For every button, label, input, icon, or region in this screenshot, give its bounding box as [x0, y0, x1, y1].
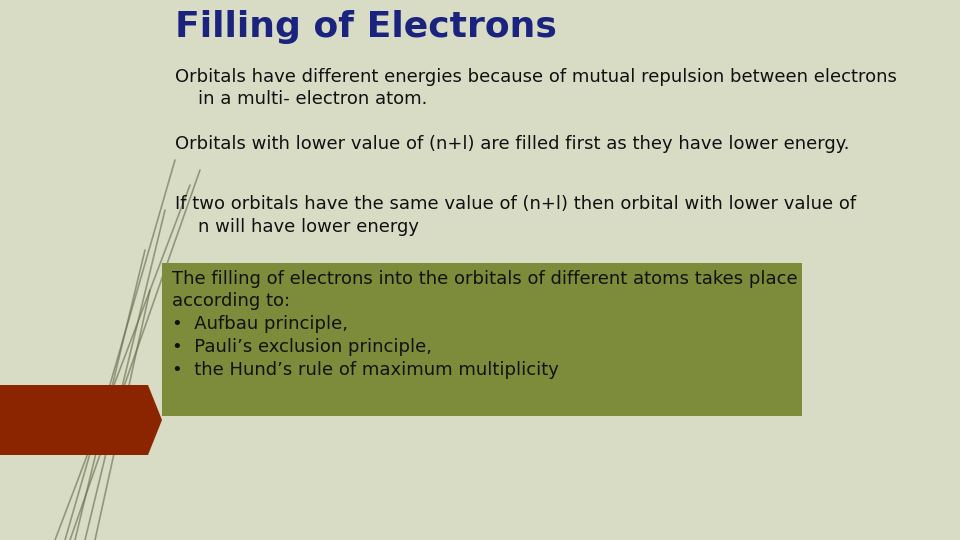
Bar — [162, 263, 802, 416]
Text: Orbitals with lower value of (n+l) are filled first as they have lower energy.: Orbitals with lower value of (n+l) are f… — [175, 135, 850, 153]
Text: Orbitals have different energies because of mutual repulsion between electrons: Orbitals have different energies because… — [175, 68, 897, 86]
Polygon shape — [0, 385, 162, 455]
Text: •  the Hund’s rule of maximum multiplicity: • the Hund’s rule of maximum multiplicit… — [172, 361, 559, 379]
Text: in a multi- electron atom.: in a multi- electron atom. — [175, 90, 427, 108]
Text: •  Aufbau principle,: • Aufbau principle, — [172, 315, 348, 333]
Text: Filling of Electrons: Filling of Electrons — [175, 10, 557, 44]
Text: •  Pauli’s exclusion principle,: • Pauli’s exclusion principle, — [172, 338, 432, 356]
Text: n will have lower energy: n will have lower energy — [175, 218, 419, 236]
Text: The filling of electrons into the orbitals of different atoms takes place: The filling of electrons into the orbita… — [172, 270, 798, 288]
Text: according to:: according to: — [172, 292, 290, 310]
Text: If two orbitals have the same value of (n+l) then orbital with lower value of: If two orbitals have the same value of (… — [175, 195, 856, 213]
